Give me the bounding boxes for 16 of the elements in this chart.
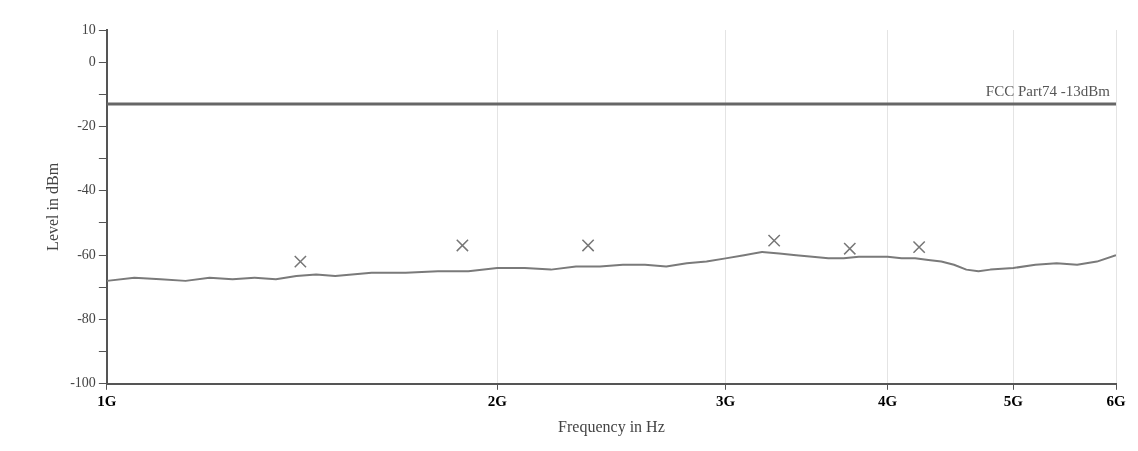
y-tick-label: -20: [77, 118, 96, 134]
y-tick-label: -60: [77, 246, 96, 262]
x-tick-label: 5G: [1003, 392, 1024, 409]
y-tick-label: 10: [81, 21, 96, 37]
y-tick-label: -100: [70, 375, 96, 391]
x-tick-label: 2G: [487, 392, 508, 409]
x-tick-label: 3G: [716, 392, 736, 409]
ref-line-label: FCC Part74 -13dBm: [985, 83, 1111, 100]
x-axis-title: Frequency in Hz: [558, 417, 665, 436]
x-tick-label: 6G: [1106, 392, 1126, 409]
x-tick-label: 1G: [97, 392, 117, 409]
y-tick-label: 0: [88, 53, 96, 69]
y-tick-label: -40: [77, 182, 96, 198]
y-tick-label: -80: [77, 311, 96, 327]
y-axis-title: Level in dBm: [43, 162, 61, 251]
x-tick-label: 4G: [878, 392, 898, 409]
